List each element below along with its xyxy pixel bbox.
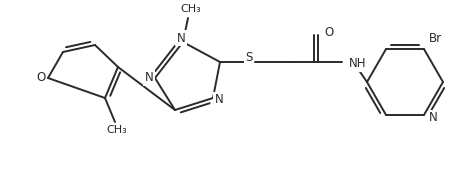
Text: N: N	[144, 72, 153, 84]
Text: O: O	[36, 72, 45, 84]
Text: Br: Br	[428, 32, 441, 45]
Text: O: O	[323, 27, 332, 39]
Text: N: N	[176, 31, 185, 45]
Text: CH₃: CH₃	[106, 125, 127, 135]
Text: S: S	[245, 52, 252, 64]
Text: NH: NH	[348, 57, 366, 71]
Text: CH₃: CH₃	[180, 4, 201, 14]
Text: N: N	[428, 111, 437, 124]
Text: N: N	[214, 94, 223, 106]
